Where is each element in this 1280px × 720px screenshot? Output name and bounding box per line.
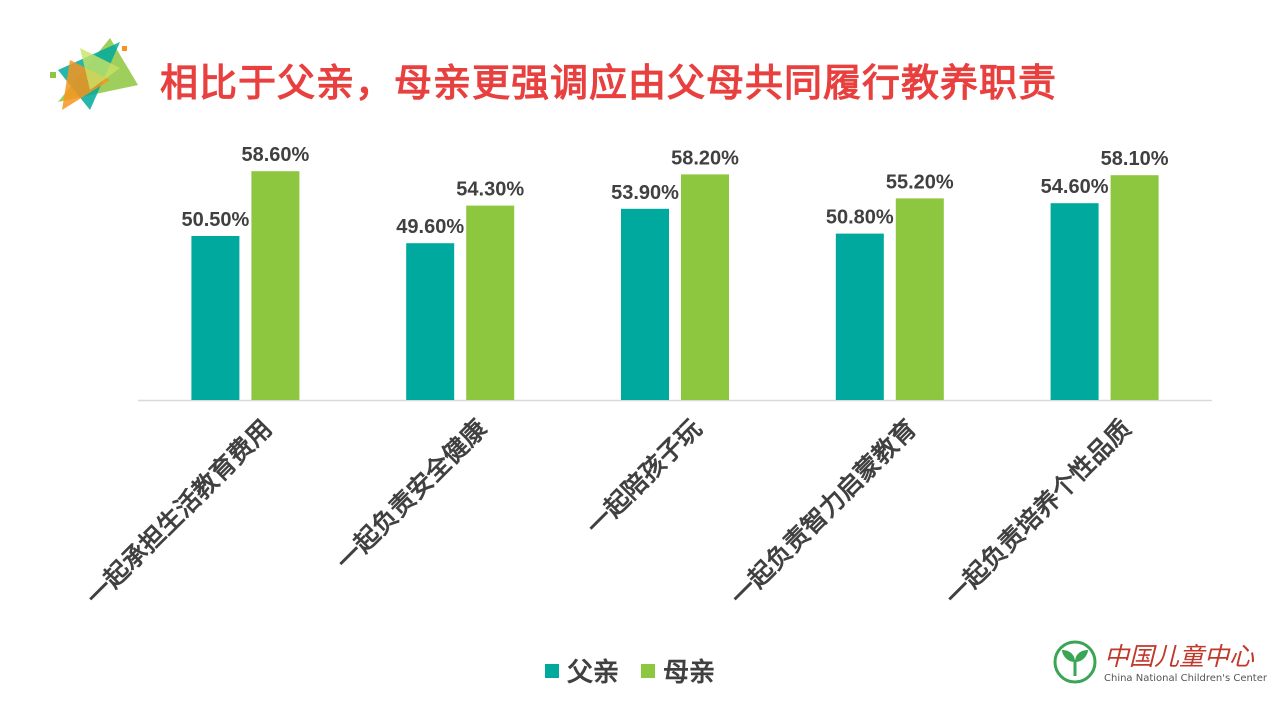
category-label-4: 一起负责培养个性品质	[940, 414, 1137, 611]
title-logo-shapes	[50, 38, 138, 110]
data-label-father-3: 50.80%	[826, 207, 894, 229]
category-label-2: 一起陪孩子玩	[581, 414, 708, 541]
bar-father-1	[406, 243, 455, 400]
bar-mother-0	[251, 171, 300, 400]
data-label-mother-1: 54.30%	[456, 179, 524, 201]
bar-father-3	[835, 233, 884, 400]
data-label-father-0: 50.50%	[181, 209, 249, 231]
legend-label-mother: 母亲	[663, 658, 716, 688]
data-label-father-4: 54.60%	[1041, 176, 1109, 198]
data-label-father-2: 53.90%	[611, 182, 679, 204]
bar-mother-4	[1110, 175, 1159, 400]
data-label-father-1: 49.60%	[396, 216, 464, 238]
data-label-mother-4: 58.10%	[1101, 148, 1169, 170]
bar-mother-1	[466, 205, 515, 400]
data-label-mother-2: 58.20%	[671, 147, 739, 169]
category-label-0: 一起承担生活教育费用	[80, 414, 277, 611]
legend-label-father: 父亲	[567, 658, 620, 688]
data-label-mother-3: 55.20%	[886, 171, 954, 193]
chart-legend: 父亲 母亲	[545, 652, 737, 689]
bar-mother-3	[895, 198, 944, 400]
category-label-1: 一起负责安全健康	[331, 413, 494, 576]
legend-swatch-father	[545, 663, 559, 678]
category-label-3: 一起负责智力启蒙教育	[725, 414, 922, 611]
slide-title: 相比于父亲，母亲更强调应由父母共同履行教养职责	[160, 61, 1058, 105]
bar-mother-2	[681, 174, 729, 400]
bar-father-4	[1050, 203, 1099, 400]
legend-item-father: 父亲	[545, 652, 619, 689]
org-name-en: China National Children's Center	[1104, 673, 1267, 684]
legend-item-mother: 母亲	[641, 652, 715, 689]
data-label-mother-0: 58.60%	[241, 144, 309, 166]
legend-swatch-mother	[641, 663, 656, 678]
bar-father-2	[621, 208, 669, 400]
org-sprout-logo	[1053, 640, 1097, 684]
bar-father-0	[191, 236, 240, 400]
org-name-cn: 中国儿童中心	[1104, 642, 1255, 671]
